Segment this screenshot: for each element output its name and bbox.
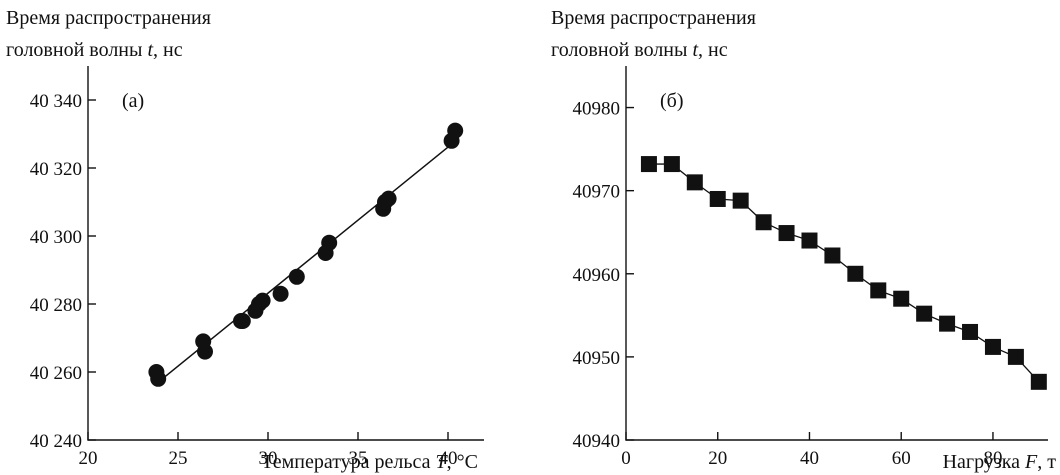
x-tick-label: 25 [169,448,188,469]
data-points [148,122,464,387]
y-ticks: 40940 40950 40960 40970 40980 [573,99,634,452]
data-point [288,268,305,285]
series-line [648,163,1040,383]
y-tick-label: 40 320 [30,159,82,180]
data-point [1030,373,1047,390]
panel-label-a: (а) [122,90,144,112]
y-tick-label: 40960 [573,265,621,286]
data-point [801,232,818,249]
data-point [686,174,703,191]
data-point [640,156,657,173]
y-tick-label: 40 240 [30,431,82,452]
x-axis-label: Нагрузка F, т [943,451,1057,473]
x-tick-label: 20 [79,448,98,469]
data-point [870,282,887,299]
chart-panel-a: Время распространения головной волны t, … [6,7,484,473]
data-point [272,285,289,302]
data-point [234,313,251,329]
y-ticks: 40 240 40 260 40 280 40 300 40 320 40 340 [30,91,96,452]
axes-frame [87,66,484,441]
x-tick-label: 40 [800,448,819,469]
panel-label-b: (б) [660,90,684,112]
data-point [824,247,841,264]
data-point [709,190,726,207]
y-axis-label-line-2: головной волны t, нс [551,39,728,61]
data-point [1007,348,1024,365]
x-tick-label: 20 [708,448,727,469]
data-point [939,315,956,332]
x-ticks: 20 25 30 35 40 [79,432,458,469]
chart-panel-b: Время распространения головной волны t, … [551,7,1056,473]
axes-frame [625,66,1048,441]
y-tick-label: 40940 [573,431,621,452]
data-points [640,156,1047,390]
data-point [380,190,397,207]
data-point [984,338,1001,355]
data-point [847,265,864,282]
x-tick-label: 40 [439,448,458,469]
x-tick-label: 35 [349,448,368,469]
data-point [916,305,933,322]
data-point [663,156,680,173]
data-point [962,323,979,340]
x-ticks: 0 20 40 60 80 [621,432,1002,469]
y-axis-label-line-1: Время распространения [6,7,211,29]
y-axis-label-line-1: Время распространения [551,7,756,29]
data-point [254,292,271,309]
y-tick-label: 40970 [573,182,621,203]
x-tick-label: 30 [259,448,278,469]
data-point [447,122,464,139]
data-point [778,225,795,242]
x-axis-label: Температура рельса T, °C [261,451,478,473]
y-tick-label: 40 280 [30,295,82,316]
data-point [197,343,213,360]
x-tick-label: 60 [892,448,911,469]
y-tick-label: 40950 [573,348,621,369]
x-tick-label: 80 [983,448,1002,469]
y-tick-label: 40 340 [30,91,82,112]
y-tick-label: 40 300 [30,227,82,248]
data-point [321,234,338,251]
data-point [150,370,167,387]
y-axis-label-line-2: головной волны t, нс [6,39,183,61]
x-tick-label: 0 [621,448,631,469]
data-point [893,290,910,307]
y-tick-label: 40980 [573,99,621,120]
data-point [755,214,772,231]
data-point [732,192,749,209]
y-tick-label: 40 260 [30,363,82,384]
series-line-group [648,163,1040,383]
